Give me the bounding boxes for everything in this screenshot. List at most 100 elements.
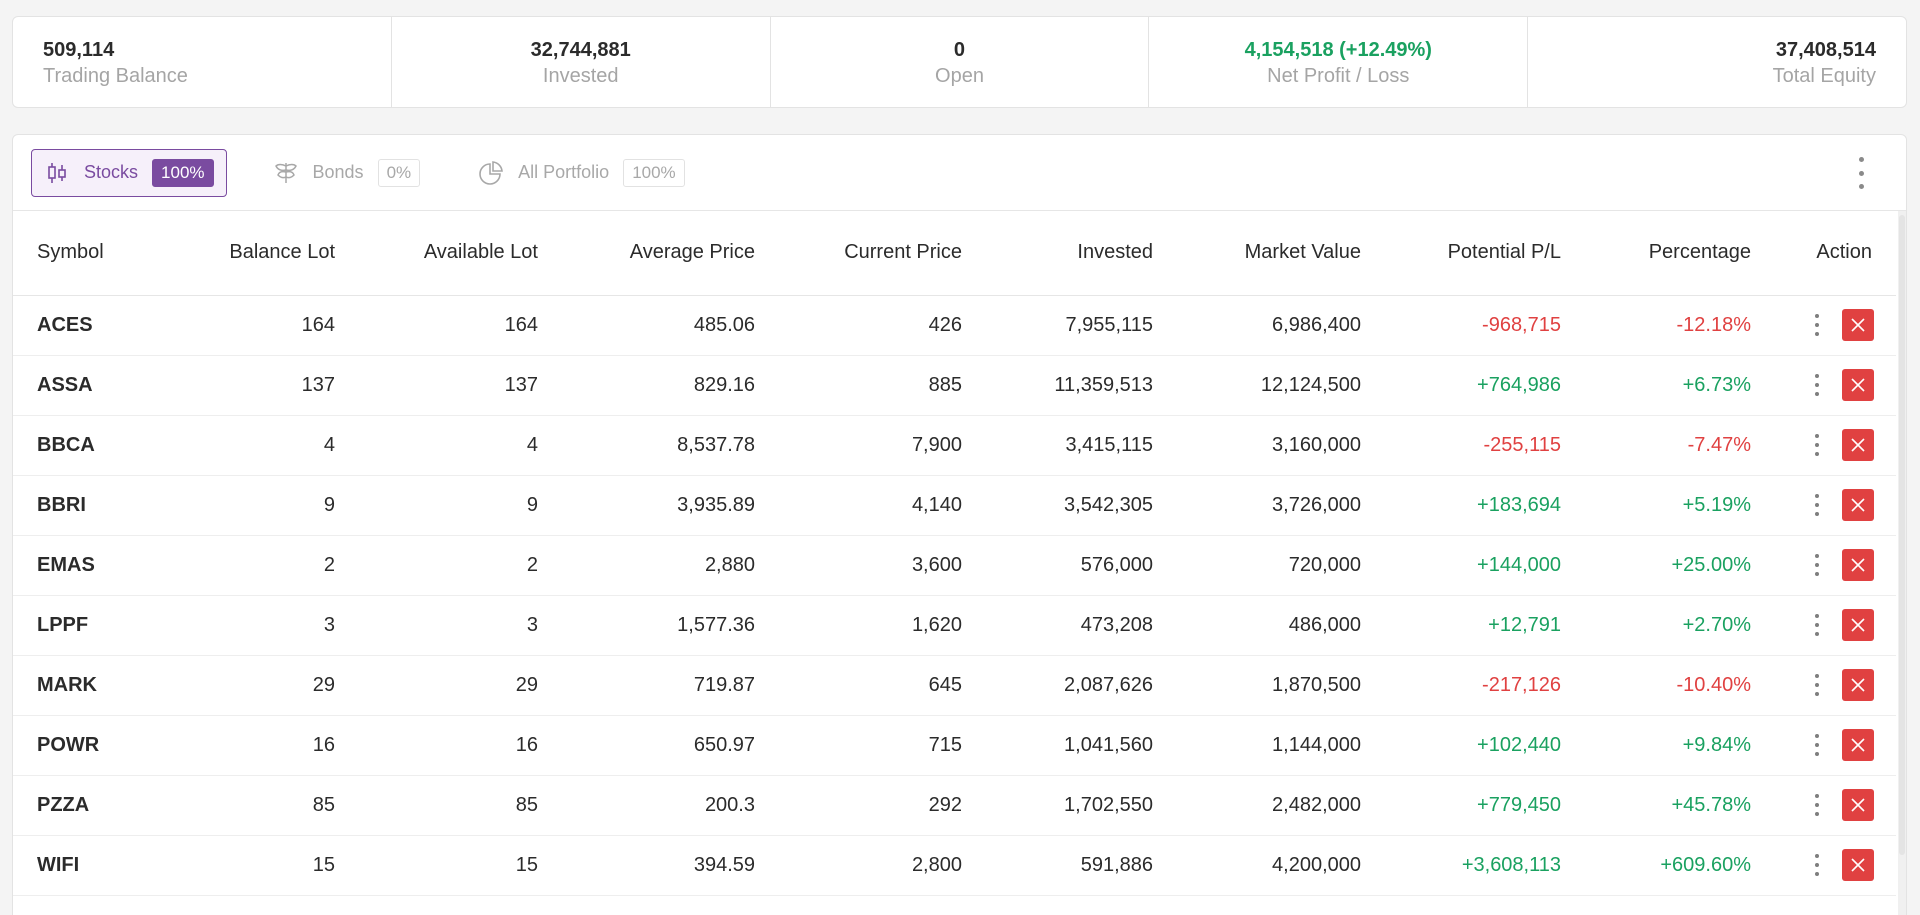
average-price-cell: 200.3 [538,775,755,836]
invested-cell: 7,955,115 [962,295,1153,356]
row-more-icon[interactable] [1812,314,1822,336]
potential-pl-cell: -255,115 [1361,415,1561,476]
scrollbar-thumb[interactable] [1899,215,1905,855]
stat-value: 32,744,881 [530,39,631,61]
table-row[interactable]: BBRI 9 9 3,935.89 4,140 3,542,305 3,726,000 +18… [13,475,1896,536]
column-header-current-price[interactable]: Current Price [755,211,962,296]
current-price-cell: 715 [755,715,962,776]
tab-label: Bonds [312,162,364,182]
row-more-icon[interactable] [1812,674,1822,696]
symbol-cell: POWR [13,715,153,776]
row-more-icon[interactable] [1812,734,1822,756]
percentage-cell: +2.70% [1561,595,1751,656]
table-row[interactable]: ACES 164 164 485.06 426 7,955,115 6,986,400 -96… [13,295,1896,356]
average-price-cell: 1,577.36 [538,595,755,656]
close-position-button[interactable] [1842,549,1874,581]
column-header-percentage[interactable]: Percentage [1561,211,1751,296]
balance-lot-cell: 9 [153,475,335,536]
stat-net-profit-loss: 4,154,518 (+12.49%) Net Profit / Loss [1149,17,1529,107]
balance-lot-cell: 15 [153,835,335,896]
current-price-cell: 292 [755,775,962,836]
close-position-button[interactable] [1842,429,1874,461]
tab-all-portfolio[interactable]: All Portfolio 100% [466,149,697,197]
close-position-button[interactable] [1842,609,1874,641]
available-lot-cell: 4 [335,415,538,476]
current-price-cell: 645 [755,655,962,716]
row-actions [1751,609,1874,641]
invested-cell: 576,000 [962,535,1153,596]
close-icon [1851,738,1865,752]
balance-lot-cell: 164 [153,295,335,356]
close-position-button[interactable] [1842,489,1874,521]
column-header-market-value[interactable]: Market Value [1153,211,1361,296]
table-row[interactable]: MARK 29 29 719.87 645 2,087,626 1,870,500 -217,… [13,655,1896,716]
available-lot-cell: 16 [335,715,538,776]
available-lot-cell: 9 [335,475,538,536]
table-row[interactable]: LPPF 3 3 1,577.36 1,620 473,208 486,000 +12,791… [13,595,1896,656]
symbol-cell: ASSA [13,355,153,416]
market-value-cell: 1,870,500 [1153,655,1361,716]
table-row[interactable]: PZZA 85 85 200.3 292 1,702,550 2,482,000 +779,4… [13,775,1896,836]
column-header-invested[interactable]: Invested [962,211,1153,296]
potential-pl-cell: +764,986 [1361,355,1561,416]
row-more-icon[interactable] [1812,854,1822,876]
row-more-icon[interactable] [1812,614,1822,636]
invested-cell: 1,702,550 [962,775,1153,836]
symbol-cell: BBRI [13,475,153,536]
row-more-icon[interactable] [1812,794,1822,816]
available-lot-cell: 164 [335,295,538,356]
table-row[interactable]: WIFI 15 15 394.59 2,800 591,886 4,200,000 +3,60… [13,835,1896,896]
table-row[interactable]: ASSA 137 137 829.16 885 11,359,513 12,124,500 +… [13,355,1896,416]
table-row[interactable]: EMAS 2 2 2,880 3,600 576,000 720,000 +144,000 +2… [13,535,1896,596]
current-price-cell: 7,900 [755,415,962,476]
action-cell [1751,655,1896,716]
vertical-scrollbar[interactable] [1898,211,1906,915]
more-options-icon[interactable] [1856,157,1866,189]
close-position-button[interactable] [1842,309,1874,341]
action-cell [1751,295,1896,356]
percentage-cell: -7.47% [1561,415,1751,476]
invested-cell: 1,041,560 [962,715,1153,776]
row-more-icon[interactable] [1812,554,1822,576]
invested-cell: 473,208 [962,595,1153,656]
column-header-available-lot[interactable]: Available Lot [335,211,538,296]
close-position-button[interactable] [1842,729,1874,761]
row-more-icon[interactable] [1812,494,1822,516]
table-body: ACES 164 164 485.06 426 7,955,115 6,986,400 -96… [13,295,1896,896]
close-position-button[interactable] [1842,369,1874,401]
average-price-cell: 829.16 [538,355,755,416]
table-row[interactable]: POWR 16 16 650.97 715 1,041,560 1,144,000 +102,… [13,715,1896,776]
summary-bar: 509,114 Trading Balance 32,744,881 Inves… [12,16,1907,108]
close-position-button[interactable] [1842,669,1874,701]
row-actions [1751,729,1874,761]
close-position-button[interactable] [1842,849,1874,881]
column-header-symbol[interactable]: Symbol [13,211,153,296]
close-icon [1851,498,1865,512]
stat-value: 4,154,518 (+12.49%) [1244,39,1432,61]
average-price-cell: 2,880 [538,535,755,596]
tab-bonds[interactable]: Bonds 0% [261,149,433,197]
column-header-potential-pl[interactable]: Potential P/L [1361,211,1561,296]
column-header-average-price[interactable]: Average Price [538,211,755,296]
available-lot-cell: 85 [335,775,538,836]
percentage-cell: +609.60% [1561,835,1751,896]
row-actions [1751,429,1874,461]
close-position-button[interactable] [1842,789,1874,821]
tab-stocks[interactable]: Stocks 100% [31,148,227,197]
percentage-cell: -10.40% [1561,655,1751,716]
percentage-cell: +9.84% [1561,715,1751,776]
symbol-cell: WIFI [13,835,153,896]
close-icon [1851,378,1865,392]
action-cell [1751,415,1896,476]
row-more-icon[interactable] [1812,434,1822,456]
row-more-icon[interactable] [1812,374,1822,396]
row-actions [1751,789,1874,821]
close-icon [1851,318,1865,332]
column-header-balance-lot[interactable]: Balance Lot [153,211,335,296]
action-cell [1751,535,1896,596]
table-row[interactable]: BBCA 4 4 8,537.78 7,900 3,415,115 3,160,000 -25… [13,415,1896,476]
potential-pl-cell: -968,715 [1361,295,1561,356]
market-value-cell: 6,986,400 [1153,295,1361,356]
stat-label: Net Profit / Loss [1267,65,1410,87]
pie-chart-icon [478,160,504,186]
